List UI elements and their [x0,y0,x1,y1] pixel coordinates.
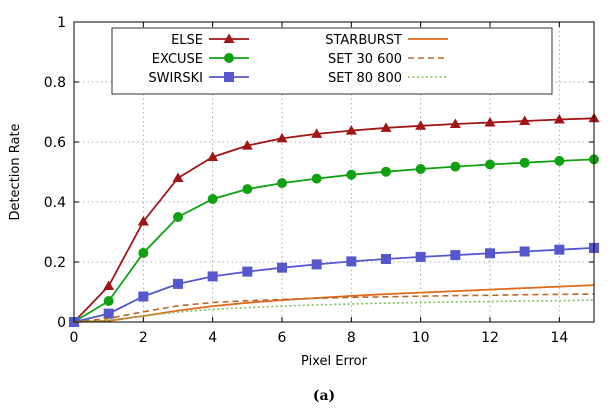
series-starburst [73,284,595,323]
data-point-else [484,117,496,127]
legend-label-excuse: EXCUSE [152,52,203,67]
series-line-else [73,117,595,323]
series-layer [68,112,600,327]
legend-box [111,27,553,95]
data-point-else [449,118,461,128]
x-tick-label: 4 [208,330,217,346]
data-point-swirski [103,308,114,319]
x-tick-label: 8 [347,330,356,346]
y-tick-label: 1 [57,15,66,31]
data-point-swirski [381,254,391,264]
legend-marker-excuse [224,53,234,63]
data-point-swirski [519,246,530,257]
data-point-else [553,114,565,124]
legend-label-set-30-600: SET 30 600 [328,52,402,67]
legend-label-else: ELSE [171,33,203,48]
data-point-else [103,280,115,290]
data-point-swirski [138,291,149,302]
series-line-starburst [73,284,595,323]
data-point-else [345,125,357,135]
data-point-else [137,216,149,226]
data-point-swirski [485,248,495,259]
y-axis-title: Detection Rate [8,123,23,220]
legend-label-swirski: SWIRSKI [148,71,203,86]
axis-ticks: 0 2 4 6 8 10 12 14 0 0.2 0.4 0.6 0.8 1 [44,15,594,346]
x-tick-label: 6 [278,330,287,346]
series-line-set-30-600 [73,293,595,323]
data-point-else [380,122,392,132]
data-point-excuse [450,161,461,172]
data-point-else [241,140,253,150]
data-point-excuse [485,159,495,170]
x-tick-label: 12 [481,330,499,346]
data-point-else [311,128,323,138]
data-point-else [207,151,219,161]
data-point-else [415,120,427,130]
series-set-80-800 [73,299,595,323]
data-point-excuse [554,155,565,166]
data-point-swirski [311,259,322,270]
figure-caption: (a) [313,388,335,404]
y-tick-label: 0 [57,315,66,331]
data-point-swirski [242,266,253,277]
series-else [68,112,600,326]
data-point-swirski [450,250,461,261]
data-point-excuse [103,296,114,306]
data-point-swirski [277,262,287,273]
x-tick-label: 14 [550,330,568,346]
data-point-swirski [207,271,218,282]
data-point-else [276,132,288,143]
x-tick-label: 0 [70,330,79,346]
data-point-excuse [138,248,149,258]
data-point-else [172,172,184,182]
data-point-swirski [554,244,565,255]
data-point-excuse [519,157,530,168]
series-line-set-80-800 [73,299,595,323]
data-point-swirski [346,256,357,267]
y-tick-label: 0.4 [44,195,66,211]
data-point-swirski [415,251,426,262]
data-point-excuse [207,194,218,204]
data-point-excuse [381,166,391,177]
x-tick-label: 2 [139,330,148,346]
series-line-excuse [73,158,595,323]
legend: ELSE EXCUSE SWIRSKI STARBURST SET 30 600 SET … [111,27,553,95]
legend-label-set-80-800: SET 80 800 [328,71,402,86]
plot-frame [73,21,595,323]
data-point-else [519,115,531,125]
legend-marker-else [223,33,235,43]
data-point-excuse [311,173,322,184]
data-point-swirski [173,278,183,289]
x-tick-label: 10 [412,330,430,346]
legend-label-starburst: STARBURST [325,33,402,48]
series-set-30-600 [73,293,595,323]
y-tick-label: 0.6 [44,135,66,151]
data-point-excuse [173,212,183,222]
y-tick-label: 0.8 [44,75,66,91]
data-point-excuse [242,184,253,195]
data-point-excuse [346,169,357,180]
x-axis-title: Pixel Error [301,354,368,369]
data-point-excuse [277,178,287,189]
series-line-swirski [73,247,595,323]
data-point-excuse [415,164,426,174]
legend-marker-swirski [224,72,234,82]
y-tick-label: 0.2 [44,255,66,271]
